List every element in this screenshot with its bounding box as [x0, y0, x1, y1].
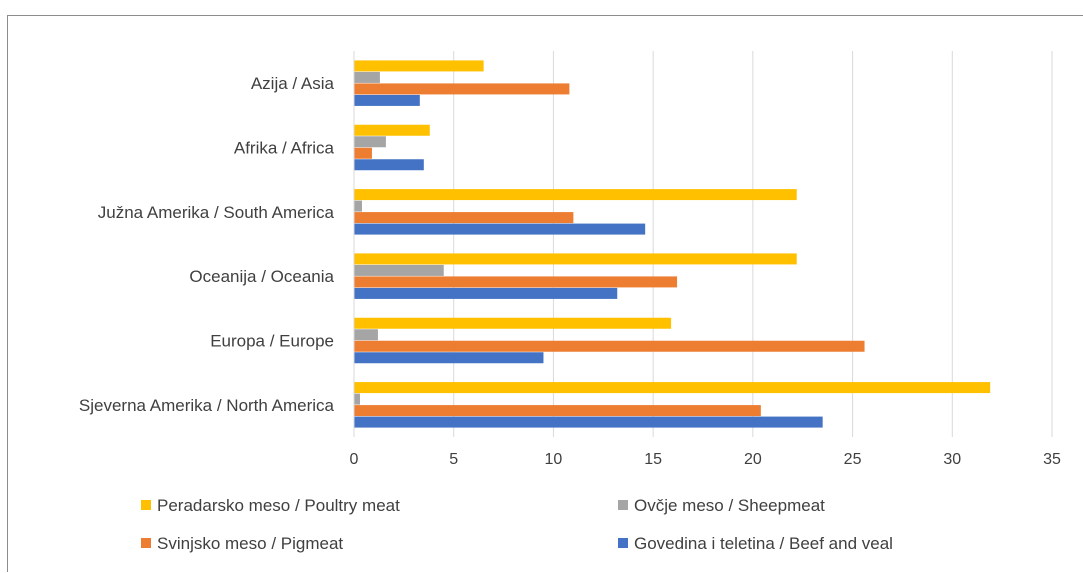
- x-tick-label: 0: [350, 451, 359, 468]
- category-label: Europa / Europe: [210, 332, 334, 351]
- bar-chart: 0 5 10 15 20 25 30 35 Azija / Asia Afrika / Afric…: [79, 51, 1061, 553]
- bar: [354, 136, 386, 148]
- bar: [354, 340, 865, 352]
- bar: [354, 393, 360, 405]
- bar: [354, 124, 430, 136]
- bar: [354, 276, 678, 288]
- x-tick-label: 20: [744, 451, 762, 468]
- bar: [354, 264, 444, 276]
- x-tick-label: 30: [943, 451, 961, 468]
- bar: [354, 253, 797, 265]
- bars: [354, 60, 991, 428]
- legend-label: Ovčje meso / Sheepmeat: [634, 496, 825, 515]
- legend-label: Svinjsko meso / Pigmeat: [157, 534, 343, 553]
- bar: [354, 159, 424, 171]
- category-label: Južna Amerika / South America: [98, 203, 335, 222]
- x-tick-label: 25: [844, 451, 862, 468]
- chart-frame: 0 5 10 15 20 25 30 35 Azija / Asia Afrika / Afric…: [7, 15, 1083, 572]
- legend-swatch: [618, 500, 628, 510]
- bar: [354, 405, 761, 417]
- legend-swatch: [141, 538, 151, 548]
- bar: [354, 317, 672, 329]
- bar: [354, 200, 362, 212]
- gridlines: [353, 51, 1053, 437]
- x-tick-label: 10: [545, 451, 563, 468]
- axes: 0 5 10 15 20 25 30 35 Azija / Asia Afrika / Afric…: [79, 51, 1061, 468]
- bar: [354, 223, 646, 235]
- bar: [354, 352, 544, 364]
- x-tick-label: 35: [1043, 451, 1061, 468]
- category-label: Azija / Asia: [251, 74, 335, 93]
- category-label: Sjeverna Amerika / North America: [79, 396, 335, 415]
- x-tick-label: 15: [644, 451, 662, 468]
- x-tick-label: 5: [449, 451, 458, 468]
- legend-item: Govedina i teletina / Beef and veal: [618, 534, 893, 553]
- legend: Peradarsko meso / Poultry meat Ovčje meso…: [141, 496, 893, 553]
- legend-swatch: [141, 500, 151, 510]
- legend-item: Svinjsko meso / Pigmeat: [141, 534, 343, 553]
- bar: [354, 147, 372, 159]
- bar: [354, 94, 420, 106]
- bar: [354, 416, 823, 428]
- legend-label: Govedina i teletina / Beef and veal: [634, 534, 893, 553]
- bar: [354, 212, 574, 224]
- bar: [354, 189, 797, 201]
- bar: [354, 382, 991, 394]
- bar: [354, 71, 380, 83]
- legend-label: Peradarsko meso / Poultry meat: [157, 496, 400, 515]
- bar: [354, 329, 378, 341]
- bar: [354, 60, 484, 72]
- legend-item: Ovčje meso / Sheepmeat: [618, 496, 825, 515]
- category-label: Oceanija / Oceania: [189, 267, 334, 286]
- legend-item: Peradarsko meso / Poultry meat: [141, 496, 400, 515]
- legend-swatch: [618, 538, 628, 548]
- bar: [354, 83, 570, 95]
- bar: [354, 287, 618, 299]
- category-label: Afrika / Africa: [234, 139, 335, 158]
